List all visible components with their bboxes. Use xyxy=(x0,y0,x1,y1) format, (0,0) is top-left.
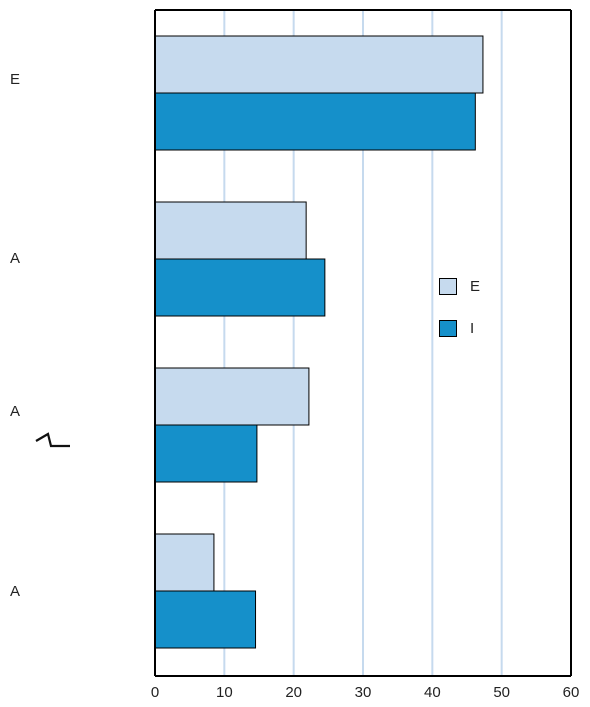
bar-2-e xyxy=(154,367,310,426)
bar-3-i xyxy=(154,590,257,649)
decorative-mark xyxy=(35,432,70,448)
x-tick-label-2: 20 xyxy=(285,684,302,701)
legend-label-e: E xyxy=(470,277,481,295)
x-tick-label-5: 50 xyxy=(493,684,510,701)
x-tick-label-1: 10 xyxy=(215,684,233,701)
x-tick-label-6: 60 xyxy=(562,684,580,701)
category-label-1: A xyxy=(10,250,21,267)
bar-0-i xyxy=(154,92,476,151)
x-tick-label-4: 40 xyxy=(423,684,441,701)
category-label-2: A xyxy=(10,403,21,420)
legend-item-i: I xyxy=(439,318,480,338)
category-label-0: E xyxy=(10,71,21,88)
category-label-3: A xyxy=(10,583,21,600)
legend-label-i: I xyxy=(470,319,475,337)
x-tick-label-0: 0 xyxy=(150,684,160,701)
bar-3-e xyxy=(154,533,215,592)
bars xyxy=(154,35,484,649)
bar-2-i xyxy=(154,424,258,483)
legend-swatch-e xyxy=(439,277,457,295)
bar-1-i xyxy=(154,258,326,317)
legend: E I xyxy=(439,276,480,360)
axes xyxy=(154,9,572,677)
x-tick-label-3: 30 xyxy=(354,684,372,701)
bar-0-e xyxy=(154,35,484,94)
legend-swatch-i xyxy=(439,319,457,337)
bar-1-e xyxy=(154,201,307,260)
legend-item-e: E xyxy=(439,276,480,296)
